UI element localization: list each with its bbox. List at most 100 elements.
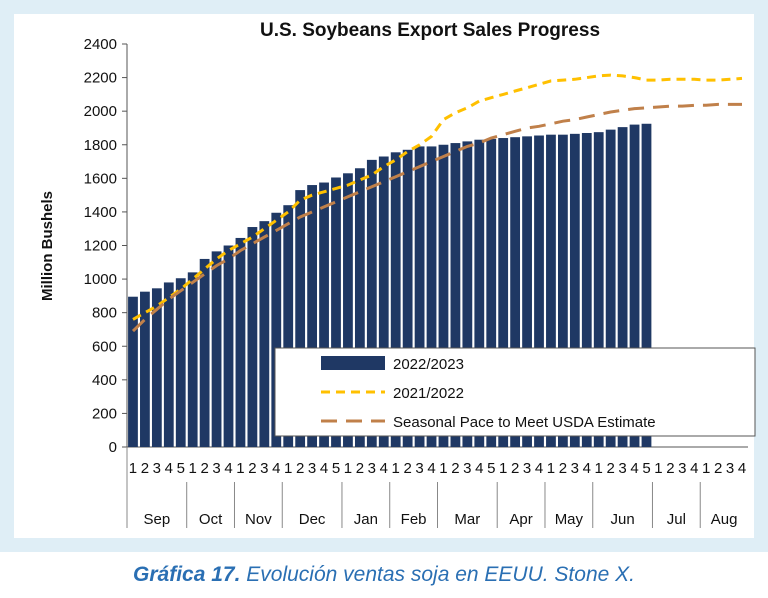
y-tick-label: 0 (109, 439, 117, 456)
x-week-label: 3 (571, 460, 579, 477)
x-week-label: 3 (308, 460, 316, 477)
chart: U.S. Soybeans Export Sales Progress Milli… (39, 20, 756, 528)
y-tick-label: 1000 (84, 271, 117, 288)
x-week-label: 1 (344, 460, 352, 477)
bar (295, 190, 306, 447)
y-tick-label: 600 (92, 338, 117, 355)
y-tick-label: 200 (92, 405, 117, 422)
bar (450, 143, 461, 447)
y-tick-label: 1200 (84, 238, 117, 255)
bar (378, 156, 389, 448)
bar (641, 123, 652, 448)
x-week-label: 4 (630, 460, 638, 477)
x-month-label: Sep (144, 511, 171, 528)
x-week-label: 2 (403, 460, 411, 477)
x-week-label: 1 (439, 460, 447, 477)
bar (414, 146, 425, 447)
bar (366, 159, 377, 448)
x-week-label: 4 (583, 460, 591, 477)
bar (187, 272, 198, 447)
caption-text: Evolución ventas soja en EEUU. Stone X. (240, 563, 635, 586)
bar (569, 133, 580, 447)
x-week-label: 1 (547, 460, 555, 477)
bar (510, 137, 521, 447)
x-week-label: 2 (200, 460, 208, 477)
chart-title: U.S. Soybeans Export Sales Progress (260, 20, 600, 41)
bar (223, 245, 234, 447)
x-month-label: Apr (509, 511, 532, 528)
bar (546, 134, 556, 448)
bar (438, 144, 449, 447)
x-week-label: 4 (224, 460, 232, 477)
bar (307, 185, 318, 448)
line-series-seasonal-pace (131, 102, 742, 333)
bar (331, 177, 341, 447)
bar (259, 221, 270, 447)
bar (498, 138, 509, 448)
y-tick-label: 2000 (84, 103, 117, 120)
bar (199, 258, 210, 447)
x-month-label: Jul (667, 511, 686, 528)
x-week-label: 5 (642, 460, 650, 477)
x-month-label: Oct (199, 511, 223, 528)
x-month-label: Feb (401, 511, 427, 528)
y-tick-label: 400 (92, 372, 117, 389)
x-week-label: 4 (165, 460, 173, 477)
x-week-label: 4 (320, 460, 328, 477)
x-month-label: Dec (299, 511, 326, 528)
x-week-label: 3 (415, 460, 423, 477)
y-tick-label: 2400 (84, 36, 117, 53)
bar (426, 146, 437, 447)
x-week-label: 2 (296, 460, 304, 477)
x-week-label: 3 (260, 460, 268, 477)
bar (247, 227, 258, 447)
x-week-label: 1 (702, 460, 710, 477)
x-week-label: 4 (427, 460, 435, 477)
x-week-label: 5 (177, 460, 185, 477)
x-week-label: 4 (475, 460, 483, 477)
x-week-label: 1 (189, 460, 197, 477)
x-week-label: 1 (129, 460, 137, 477)
bar (486, 138, 497, 447)
bar (605, 129, 616, 447)
x-week-label: 1 (595, 460, 603, 477)
bar (581, 132, 592, 447)
x-week-label: 3 (618, 460, 626, 477)
x-week-label: 3 (463, 460, 471, 477)
x-week-label: 2 (356, 460, 364, 477)
y-tick-label: 800 (92, 305, 117, 322)
x-week-label: 5 (332, 460, 340, 477)
x-month-label: Mar (454, 511, 480, 528)
line-series-2021-2022 (132, 73, 743, 321)
x-week-label: 2 (666, 460, 674, 477)
x-week-label: 3 (678, 460, 686, 477)
x-month-label: Jun (611, 511, 635, 528)
x-week-label: 1 (236, 460, 244, 477)
x-week-label: 1 (284, 460, 292, 477)
x-week-label: 3 (523, 460, 531, 477)
bar (140, 291, 150, 447)
x-week-label: 1 (499, 460, 507, 477)
x-month-label: May (555, 511, 584, 528)
bar (319, 182, 329, 447)
bar (557, 134, 568, 448)
y-tick-label: 1600 (84, 170, 117, 187)
x-week-label: 4 (380, 460, 388, 477)
x-week-label: 4 (535, 460, 543, 477)
x-week-label: 3 (153, 460, 161, 477)
y-tick-label: 2200 (84, 70, 117, 87)
x-week-label: 1 (654, 460, 662, 477)
x-week-label: 4 (272, 460, 280, 477)
x-week-label: 4 (738, 460, 746, 477)
x-week-label: 2 (141, 460, 149, 477)
y-axis-label: Million Bushels (39, 191, 56, 301)
x-week-label: 2 (606, 460, 614, 477)
bar (522, 136, 532, 447)
caption-label: Gráfica 17. (133, 563, 241, 586)
x-week-label: 5 (487, 460, 495, 477)
bar (629, 124, 640, 447)
bar (593, 132, 604, 447)
x-week-label: 2 (714, 460, 722, 477)
y-tick-label: 1400 (84, 204, 117, 221)
x-week-label: 2 (511, 460, 519, 477)
